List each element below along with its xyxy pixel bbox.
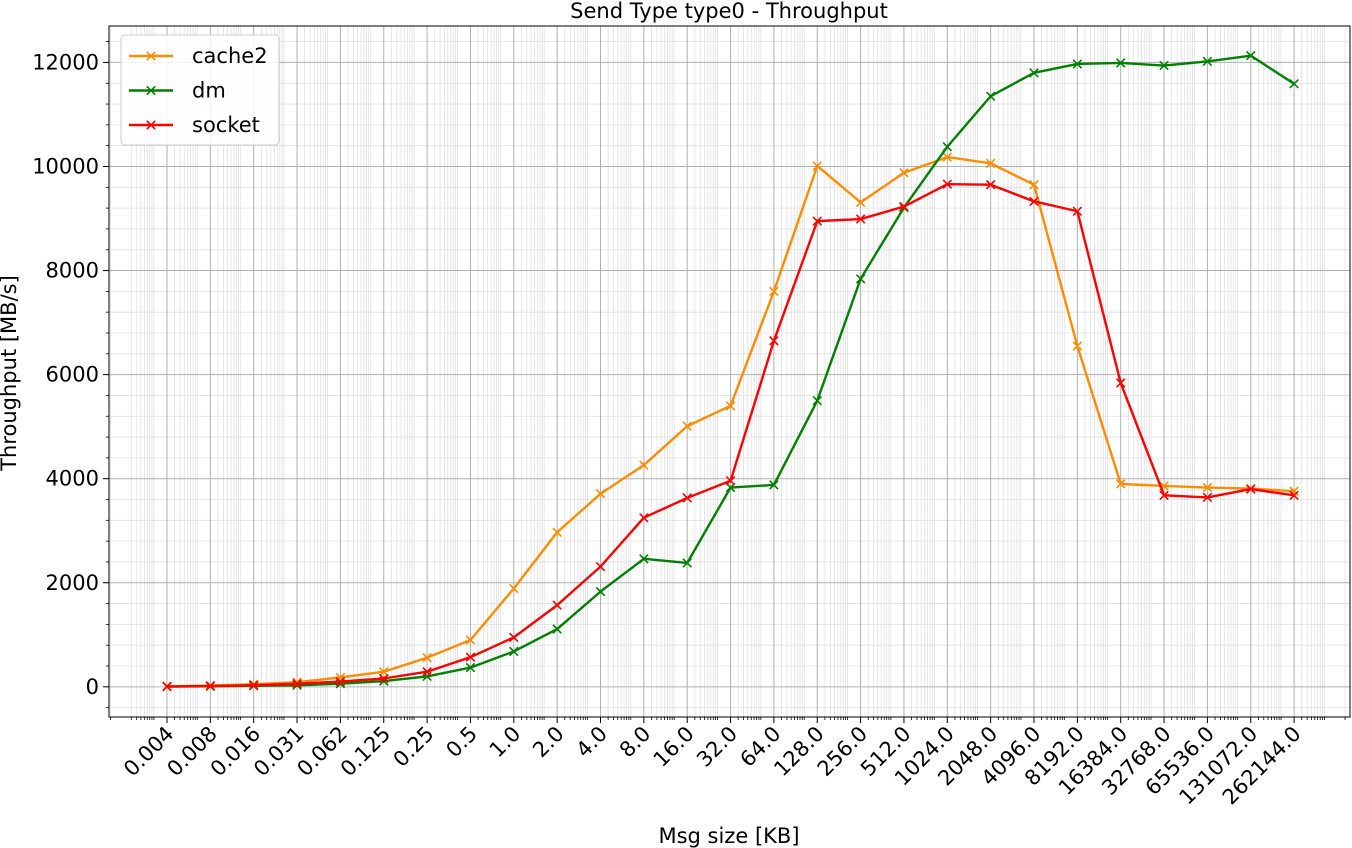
data-point [595, 561, 606, 572]
data-point [422, 652, 432, 663]
y-tick-label: 6000 [46, 363, 99, 387]
data-point [855, 197, 866, 208]
data-point [509, 632, 519, 643]
data-point [1289, 78, 1299, 89]
data-point [812, 161, 823, 171]
data-point [292, 678, 302, 689]
data-point [248, 680, 259, 691]
data-point [465, 662, 476, 673]
data-point [985, 158, 996, 169]
legend-box [120, 34, 280, 146]
minor-grid [109, 26, 1350, 717]
data-point [509, 646, 519, 657]
data-point [1029, 68, 1039, 78]
data-point [942, 179, 953, 189]
data-point [682, 421, 692, 431]
legend-entry-socket: socket [129, 113, 260, 137]
data-point [725, 401, 736, 411]
y-tick-label: 10000 [32, 154, 99, 178]
data-point [985, 179, 996, 190]
data-point [942, 141, 953, 152]
data-point [985, 91, 996, 102]
data-point [552, 527, 562, 538]
legend-label: cache2 [192, 44, 268, 68]
legend-label: socket [192, 113, 260, 137]
data-point [552, 624, 562, 634]
data-point [855, 274, 866, 284]
legend: cache2 dm socket [120, 34, 280, 146]
legend-entry-dm: dm [129, 79, 226, 103]
data-point [378, 673, 389, 684]
data-point [1115, 479, 1126, 489]
data-point [162, 681, 172, 692]
data-point [725, 482, 736, 493]
x-axis-label: Msg size [KB] [658, 824, 799, 848]
data-point [552, 600, 562, 610]
legend-label: dm [192, 79, 226, 103]
legend-marker [146, 120, 156, 130]
chart-title: Send Type type0 - Throughput [570, 0, 888, 23]
data-point [682, 558, 692, 568]
plot-frame [108, 25, 1351, 718]
data-point [378, 666, 389, 677]
data-point [1029, 179, 1039, 190]
legend-entry-cache2: cache2 [129, 44, 268, 68]
data-point [1202, 56, 1213, 67]
data-point [1072, 59, 1083, 69]
y-tick-label: 8000 [46, 259, 99, 283]
y-tick-label: 2000 [46, 571, 99, 595]
data-point [465, 635, 476, 645]
data-point [942, 152, 953, 162]
data-point [335, 676, 346, 687]
legend-marker [146, 51, 156, 61]
data-point [465, 652, 476, 662]
y-tick-label: 4000 [46, 467, 99, 491]
legend-marker [146, 85, 156, 96]
data-point [422, 666, 432, 677]
data-point [1115, 378, 1126, 388]
data-point [1159, 490, 1169, 501]
data-point [639, 460, 649, 470]
data-point [639, 554, 649, 564]
data-point [812, 395, 823, 406]
data-point [205, 681, 216, 691]
data-point [725, 476, 736, 486]
data-point [639, 512, 649, 523]
y-tick-label: 12000 [32, 50, 99, 74]
data-point [899, 201, 909, 212]
y-tick-label: 0 [86, 675, 99, 699]
data-point [812, 216, 823, 226]
data-point [1245, 50, 1256, 61]
series-dm [162, 50, 1299, 692]
tick-marks [103, 41, 1346, 723]
y-tick-labels: 0 2000 4000 6000 8000 10000 12000 [32, 50, 99, 698]
data-point [595, 489, 606, 499]
data-point [1202, 492, 1213, 503]
data-point [769, 286, 779, 297]
data-point [682, 493, 692, 503]
series-layer [162, 50, 1299, 692]
data-point [1115, 58, 1126, 68]
data-point [1245, 484, 1256, 494]
data-point [595, 586, 606, 597]
data-point [1072, 341, 1083, 351]
series-socket [162, 179, 1299, 692]
data-point [855, 214, 866, 224]
series-cache2 [162, 152, 1299, 692]
data-point [1029, 196, 1039, 207]
data-point [1289, 490, 1299, 501]
data-point [769, 336, 779, 346]
data-point [1159, 60, 1169, 71]
data-point [1202, 482, 1213, 493]
data-point [899, 167, 909, 178]
y-axis-label: Throughput [MB/s] [0, 275, 21, 472]
data-point [769, 480, 779, 490]
data-point [1072, 206, 1083, 217]
data-point [509, 583, 519, 594]
